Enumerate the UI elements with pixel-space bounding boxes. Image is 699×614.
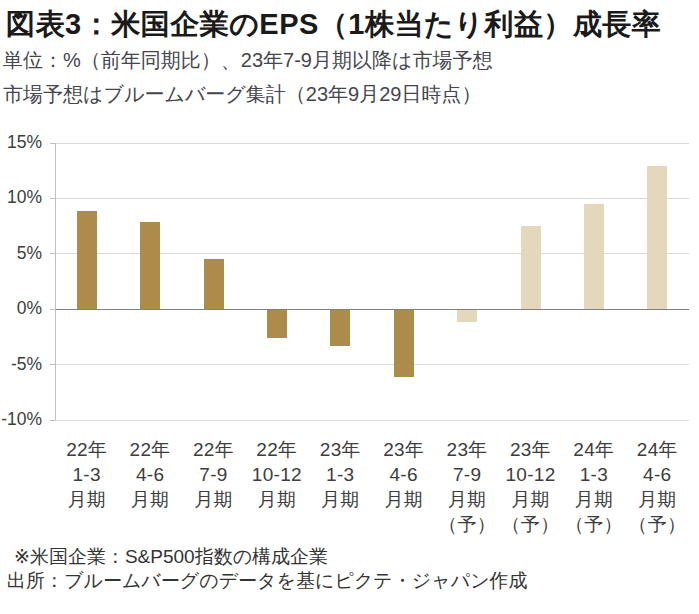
x-axis-label: 23年 10-12 月期 （予） — [495, 438, 566, 538]
bar-23年10-12月期（予） — [521, 226, 541, 309]
x-axis-label: 22年 10-12 月期 — [241, 438, 312, 513]
gridline — [55, 364, 689, 365]
bar-23年1-3月期 — [330, 310, 350, 345]
bar-24年4-6月期（予） — [647, 166, 667, 309]
chart-figure: 図表3：米国企業のEPS（1株当たり利益）成長率 単位：%（前年同期比）、23年… — [0, 0, 699, 614]
y-axis-label: 10% — [0, 187, 42, 208]
x-axis-label: 22年 4-6 月期 — [114, 438, 185, 513]
y-axis-label: 0% — [0, 298, 42, 319]
x-axis-label: 24年 1-3 月期 （予） — [558, 438, 629, 538]
bar-23年7-9月期（予） — [457, 310, 477, 322]
bar-22年10-12月期 — [267, 310, 287, 338]
footnote: ※米国企業：S&P500指数の構成企業 — [14, 544, 328, 570]
x-axis-label: 22年 1-3 月期 — [51, 438, 122, 513]
y-axis-label: 5% — [0, 243, 42, 264]
bar-22年7-9月期 — [204, 259, 224, 309]
x-axis-label: 24年 4-6 月期 （予） — [622, 438, 693, 538]
plot-area: 15%10%5%0%-5%-10%22年 1-3 月期22年 4-6 月期22年… — [0, 0, 699, 614]
x-axis-label: 23年 1-3 月期 — [305, 438, 376, 513]
bar-22年1-3月期 — [77, 211, 97, 310]
bar-24年1-3月期（予） — [584, 204, 604, 309]
x-axis-label: 23年 7-9 月期 （予） — [431, 438, 502, 538]
gridline — [55, 198, 689, 199]
bar-23年4-6月期 — [394, 310, 414, 376]
gridline — [55, 143, 689, 144]
y-axis-line — [55, 143, 56, 420]
x-axis-label: 22年 7-9 月期 — [178, 438, 249, 513]
gridline — [55, 420, 689, 421]
x-axis-label: 23年 4-6 月期 — [368, 438, 439, 513]
y-axis-label: 15% — [0, 132, 42, 153]
bar-22年4-6月期 — [140, 222, 160, 310]
y-axis-label: -5% — [0, 354, 42, 375]
source-note: 出所：ブルームバーグのデータを基にピクテ・ジャパン作成 — [7, 568, 528, 594]
y-axis-label: -10% — [0, 409, 42, 430]
